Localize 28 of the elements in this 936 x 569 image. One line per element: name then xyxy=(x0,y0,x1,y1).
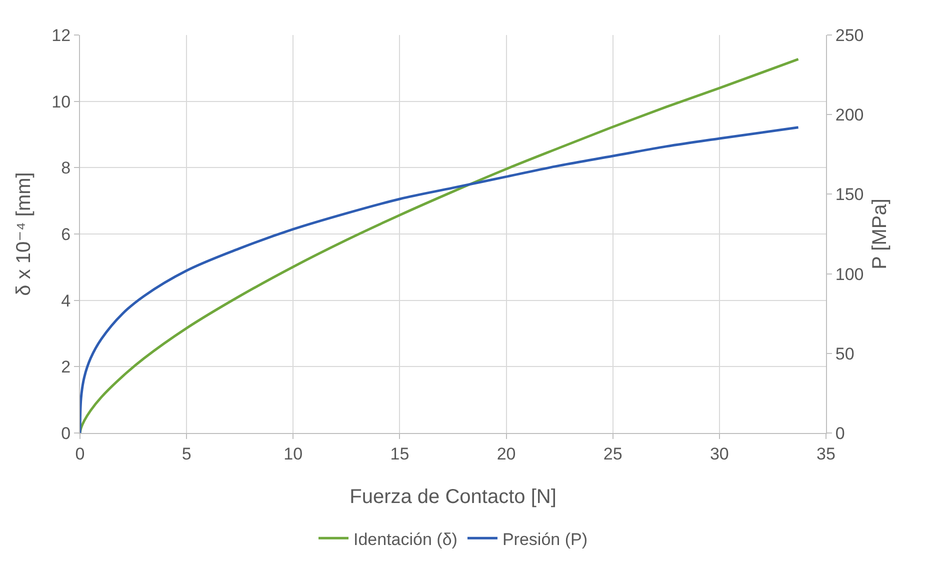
y-axis-title: δ x 10⁻⁴ [mm] xyxy=(13,172,35,296)
x-tick-label: 15 xyxy=(390,444,410,464)
y2-tick-label: 200 xyxy=(835,106,864,125)
y-tick-label: 2 xyxy=(61,358,71,377)
y2-axis-title: P [MPa] xyxy=(869,198,891,270)
legend-label: Identación (δ) xyxy=(354,530,458,549)
legend-label: Presión (P) xyxy=(502,530,588,549)
x-tick-label: 35 xyxy=(816,444,836,464)
y2-tick-label: 0 xyxy=(835,424,845,443)
y2-tick-label: 150 xyxy=(835,185,864,204)
line-series xyxy=(80,58,800,433)
y2-tick-label: 50 xyxy=(835,344,854,364)
x-tick-label: 0 xyxy=(75,444,85,464)
x-tick-label: 5 xyxy=(182,444,192,464)
y-tick-label: 10 xyxy=(52,92,71,112)
y2-tick-label: 100 xyxy=(835,264,864,284)
y-tick-label: 8 xyxy=(61,158,71,178)
x-tick-label: 25 xyxy=(603,444,622,464)
x-axis-title: Fuerza de Contacto [N] xyxy=(350,486,556,508)
y2-tick-label: 250 xyxy=(835,26,864,45)
y-tick-label: 12 xyxy=(52,26,71,45)
x-tick-label: 30 xyxy=(710,444,729,464)
y-tick-label: 4 xyxy=(61,291,71,310)
y-tick-label: 6 xyxy=(61,224,71,244)
line-series xyxy=(80,126,800,433)
x-tick-label: 20 xyxy=(496,444,516,464)
y-tick-label: 0 xyxy=(61,424,71,443)
x-tick-label: 10 xyxy=(284,444,303,464)
